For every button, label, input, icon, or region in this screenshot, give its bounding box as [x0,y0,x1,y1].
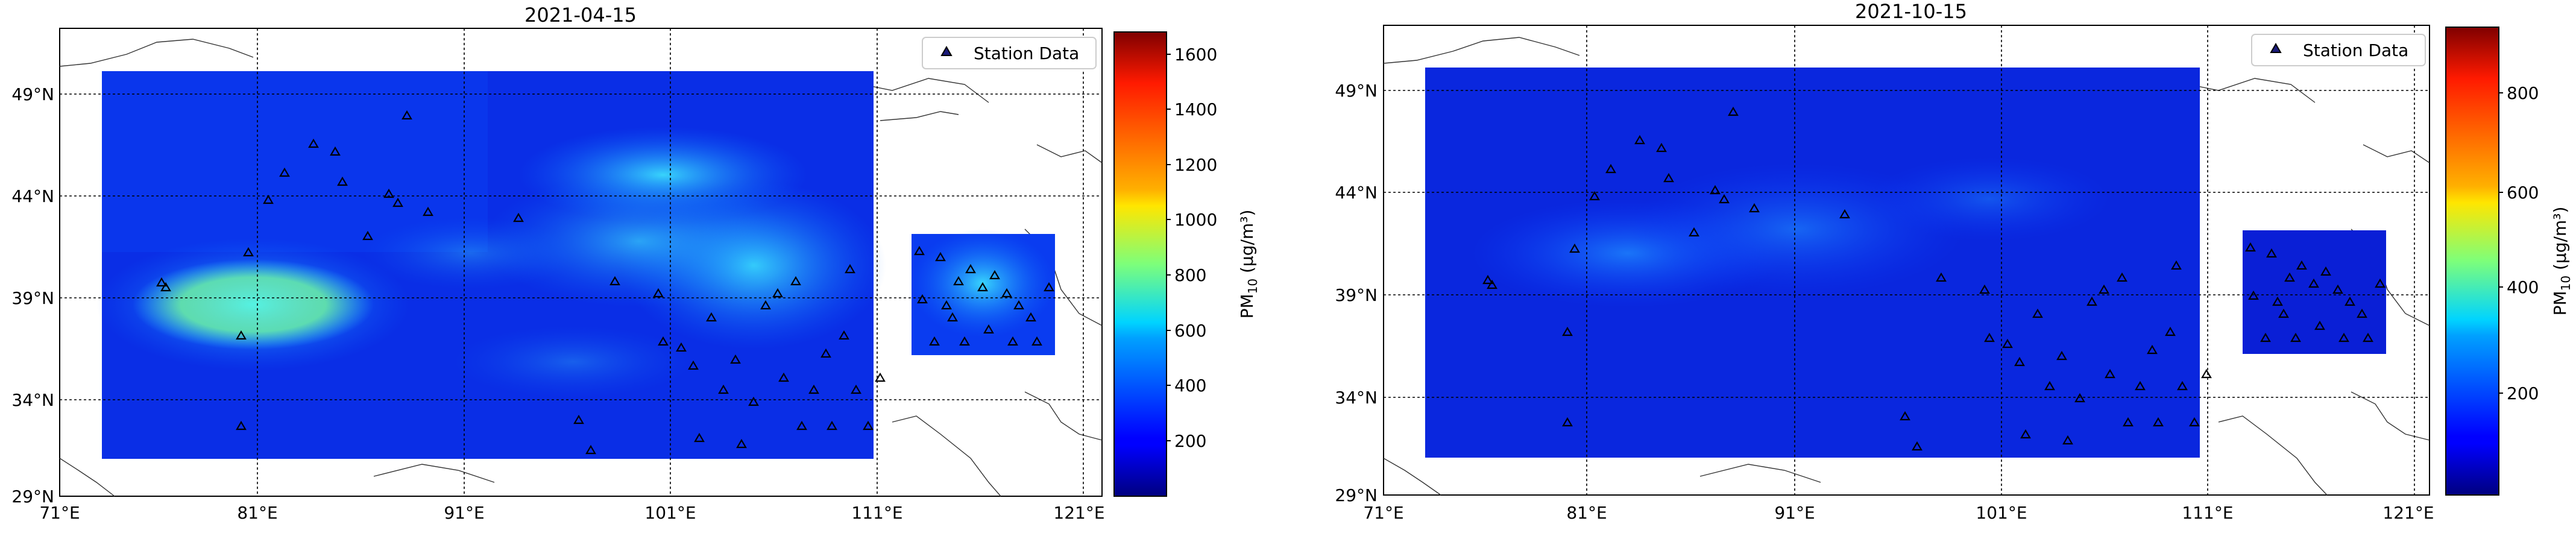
right-colorbar-label: PM10 (µg/m³) [2550,207,2573,316]
left-graticule [60,28,1102,496]
right-panel: 2021-10-15 [1335,0,2573,523]
left-colorbar-ticks: 200 400 600 800 1000 1200 1400 1600 [1167,45,1217,451]
right-station-markers [1482,106,2385,451]
y-tick: 29°N [11,487,54,506]
right-x-ticks: 71°E 81°E 91°E 101°E 111°E 121°E [1363,503,2434,523]
right-coastlines [1383,37,2430,496]
x-tick: 111°E [2182,503,2233,523]
x-tick: 121°E [2382,503,2434,523]
colorbar-tick: 800 [1174,265,1206,285]
left-legend: Station Data [922,37,1097,69]
right-panel-title: 2021-10-15 [1855,0,1967,23]
x-tick: 111°E [851,503,902,523]
colorbar-tick: 1000 [1174,210,1217,230]
colorbar-tick: 1400 [1174,99,1217,119]
right-pm10-field [1425,68,2386,458]
colorbar-tick: 400 [1174,376,1206,396]
left-station-markers [156,110,1054,455]
y-tick: 34°N [1335,388,1378,408]
x-tick: 91°E [1774,503,1815,523]
colorbar-tick: 1200 [1174,155,1217,175]
right-colorbar-ticks: 200 400 600 800 [2499,83,2539,403]
x-tick: 101°E [644,503,696,523]
y-tick: 44°N [1335,183,1378,203]
left-panel-title: 2021-04-15 [524,4,637,27]
x-tick: 101°E [1976,503,2027,523]
y-tick: 39°N [11,288,54,308]
colorbar-tick: 600 [2507,183,2539,203]
colorbar-tick: 200 [2507,383,2539,403]
colorbar-tick: 600 [1174,321,1206,341]
y-tick: 49°N [1335,81,1378,101]
colorbar-tick: 1600 [1174,45,1217,65]
colorbar-tick: 200 [1174,431,1206,451]
left-y-ticks: 29°N 34°N 39°N 44°N 49°N [11,84,54,506]
right-map-axes: Station Data [1383,25,2430,496]
x-tick: 71°E [1363,503,1403,523]
x-tick: 121°E [1053,503,1104,523]
right-y-ticks: 29°N 34°N 39°N 44°N 49°N [1335,81,1378,505]
y-tick: 34°N [11,390,54,410]
right-graticule [1384,25,2430,495]
left-colorbar-label: PM10 (µg/m³) [1237,210,1260,319]
left-legend-label: Station Data [974,43,1079,63]
x-tick: 91°E [444,503,484,523]
left-pm10-field [96,71,1055,459]
y-tick: 39°N [1335,285,1378,305]
x-tick: 81°E [237,503,277,523]
right-colorbar: 200 400 600 800 PM10 (µg/m³) [2445,27,2573,496]
right-legend: Station Data [2251,34,2426,66]
left-map-axes: Station Data [59,28,1103,497]
left-panel: 2021-04-15 [11,4,1260,523]
x-tick: 71°E [39,503,80,523]
y-tick: 49°N [11,84,54,104]
station-marker-icon [2270,42,2282,53]
right-legend-label: Station Data [2303,40,2408,60]
left-colorbar: 200 400 600 800 1000 1200 1400 1600 PM10… [1113,31,1260,497]
y-tick: 44°N [11,186,54,206]
station-marker-icon [940,45,953,56]
x-tick: 81°E [1566,503,1607,523]
y-tick: 29°N [1335,485,1378,505]
colorbar-tick: 400 [2507,277,2539,297]
colorbar-tick: 800 [2507,83,2539,103]
left-x-ticks: 71°E 81°E 91°E 101°E 111°E 121°E [39,503,1104,523]
